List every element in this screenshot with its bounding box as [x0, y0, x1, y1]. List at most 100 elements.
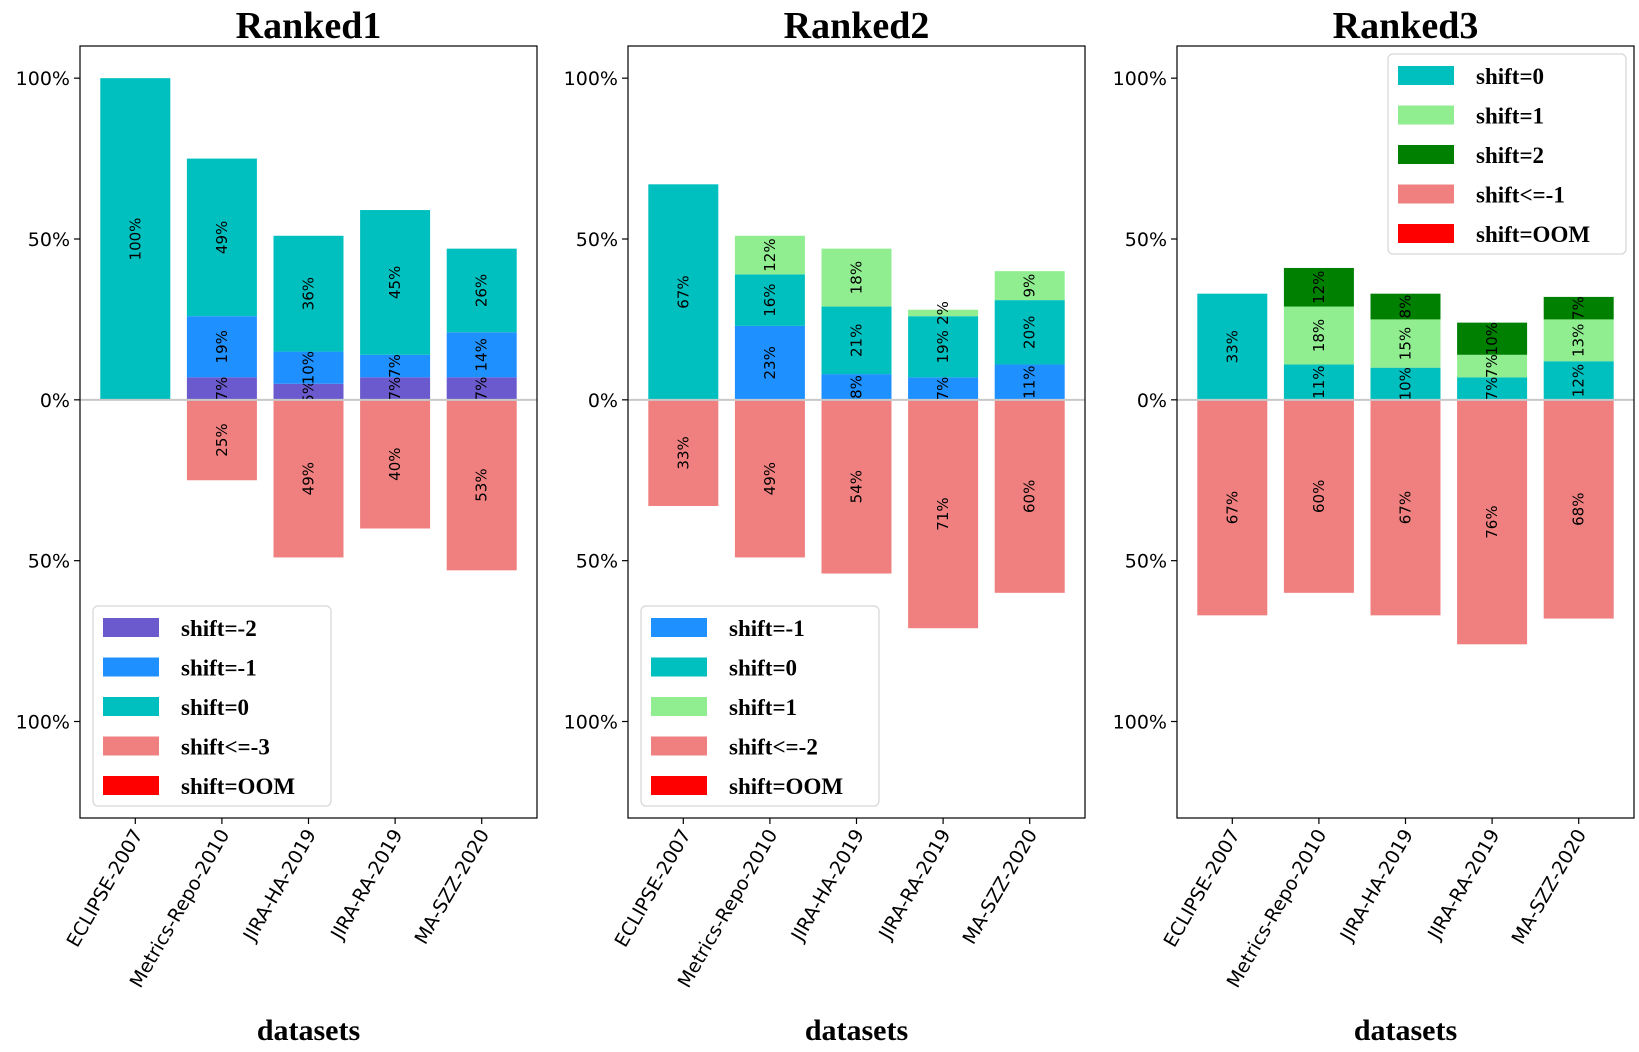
chart-panel-3: Ranked333%67%11%18%12%60%10%15%8%67%7%7%…: [1113, 5, 1635, 1047]
legend-swatch: [651, 736, 707, 756]
bar-segment: [100, 78, 171, 400]
legend-swatch: [651, 776, 707, 795]
data-label: 10%: [1483, 322, 1501, 355]
bar-segment: [1197, 399, 1268, 616]
legend-label: shift=OOM: [729, 774, 843, 799]
bar-segment: [1197, 293, 1268, 400]
legend-swatch: [103, 657, 159, 677]
bar-segment: [1543, 361, 1614, 400]
bar-segment: [994, 399, 1065, 593]
x-axis-label: datasets: [805, 1014, 908, 1047]
legend-label: shift=2: [1476, 143, 1544, 168]
data-label: 7%: [473, 377, 491, 401]
data-label: 10%: [300, 351, 318, 384]
data-label: 18%: [848, 261, 866, 294]
y-tick-label: 50%: [1125, 229, 1167, 251]
y-tick-label: 50%: [28, 551, 70, 573]
chart-title: Ranked3: [1333, 5, 1479, 47]
data-label: 12%: [761, 238, 779, 271]
data-label: 53%: [473, 468, 491, 501]
data-label: 19%: [934, 330, 952, 363]
x-tick-label: MA-SZZ-2020: [959, 826, 1042, 949]
data-label: 60%: [1310, 480, 1328, 513]
legend-label: shift=OOM: [1476, 222, 1590, 247]
data-label: 40%: [386, 447, 404, 480]
data-label: 45%: [386, 266, 404, 299]
y-tick-label: 100%: [564, 68, 618, 90]
bar-segment: [1370, 319, 1441, 368]
bar-segment: [734, 274, 805, 326]
legend-swatch: [1398, 66, 1454, 85]
data-label: 15%: [1397, 327, 1415, 360]
legend-swatch: [651, 657, 707, 677]
bar-segment: [1457, 399, 1528, 645]
bar-segment: [821, 374, 892, 400]
x-tick-label: MA-SZZ-2020: [1508, 826, 1591, 949]
data-label: 7%: [1570, 296, 1588, 320]
legend-label: shift=-1: [181, 656, 257, 681]
bar-segment: [273, 351, 344, 384]
data-label: 23%: [761, 346, 779, 379]
bar-segment: [1457, 377, 1528, 400]
x-tick-label: Metrics-Repo-2010: [126, 826, 235, 992]
data-label: 33%: [1223, 330, 1241, 363]
bar-segment: [994, 300, 1065, 365]
y-tick-label: 50%: [1125, 551, 1167, 573]
y-tick-label: 0%: [40, 390, 70, 412]
x-axis-label: datasets: [1354, 1014, 1457, 1047]
x-tick-label: MA-SZZ-2020: [411, 826, 494, 949]
bar-segment: [273, 383, 344, 400]
bar-segment: [994, 364, 1065, 400]
legend: shift=-2 shift=-1 shift=0 shift<=-3 shift=OO…: [92, 605, 332, 807]
bar-segment: [908, 377, 979, 400]
bar-segment: [821, 306, 892, 375]
data-label: 8%: [848, 375, 866, 399]
bar-segment: [186, 316, 257, 378]
bar-segment: [1457, 354, 1528, 378]
data-label: 8%: [1397, 295, 1415, 319]
data-label: 33%: [674, 436, 692, 469]
y-tick-label: 100%: [16, 68, 70, 90]
legend-swatch: [103, 736, 159, 756]
data-label: 71%: [934, 497, 952, 530]
legend-label: shift<=-2: [729, 735, 818, 760]
x-tick-label: JIRA-RA-2019: [326, 826, 407, 945]
data-label: 100%: [126, 218, 144, 261]
legend-label: shift=OOM: [181, 774, 295, 799]
legend-box: [640, 605, 880, 807]
legend-label: shift=-1: [729, 616, 805, 641]
data-label: 12%: [1570, 364, 1588, 397]
bar-segment: [1283, 267, 1354, 307]
bar-segment: [648, 399, 719, 506]
y-tick-label: 100%: [564, 712, 618, 734]
data-label: 7%: [1483, 377, 1501, 401]
x-tick-label: ECLIPSE-2007: [1159, 826, 1244, 951]
legend: shift=-1 shift=0 shift=1 shift<=-2 shift=OOM: [640, 605, 880, 807]
x-tick-label: JIRA-RA-2019: [1423, 826, 1504, 945]
legend-box: [1387, 53, 1627, 255]
legend-label: shift=0: [1476, 64, 1544, 89]
data-label: 26%: [473, 274, 491, 307]
data-label: 67%: [674, 275, 692, 308]
x-tick-label: ECLIPSE-2007: [62, 826, 147, 951]
chart-panel-1: Ranked1100%7%19%49%25%5%10%36%49%7%7%45%…: [16, 5, 538, 1047]
bar-segment: [734, 325, 805, 400]
data-label: 7%: [934, 377, 952, 401]
data-label: 7%: [386, 377, 404, 401]
bar-segment: [1543, 296, 1614, 320]
data-label: 36%: [300, 277, 318, 310]
legend-swatch: [1398, 184, 1454, 204]
x-tick-label: ECLIPSE-2007: [610, 826, 695, 951]
bar-segment: [908, 309, 979, 317]
legend-swatch: [651, 697, 707, 716]
data-label: 5%: [300, 380, 318, 404]
legend-swatch: [1398, 105, 1454, 125]
bar-segment: [1283, 306, 1354, 365]
bar-segment: [648, 184, 719, 400]
data-label: 54%: [848, 470, 866, 503]
chart-panel-2: Ranked2 67% 33% 23% 16% 12% 49% 8% 21% 18% 54% 7% 19…: [564, 5, 1086, 1047]
bar-segment: [1370, 293, 1441, 320]
y-tick-label: 50%: [576, 229, 618, 251]
y-tick-label: 0%: [588, 390, 618, 412]
